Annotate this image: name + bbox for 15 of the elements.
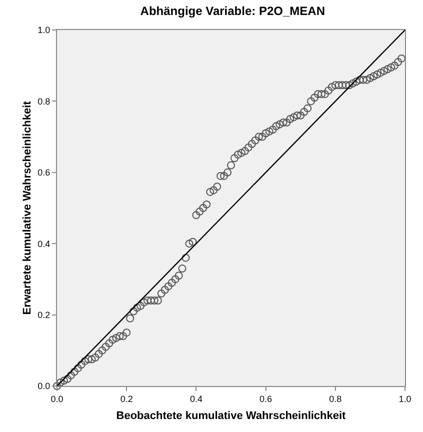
y-tick-label: 0.2 <box>38 310 50 320</box>
y-tick-label: 1.0 <box>38 25 50 36</box>
chart-title: Abhängige Variable: P2O_MEAN <box>140 4 326 18</box>
y-tick-label: 0.0 <box>38 381 50 392</box>
x-axis-title: Beobachtete kumulative Wahrscheinlichkeit <box>116 410 346 422</box>
x-tick-label: 0.6 <box>260 394 272 404</box>
x-tick-label: 0.0 <box>50 394 64 404</box>
y-tick-label: 0.6 <box>38 168 50 178</box>
x-tick-label: 0.2 <box>120 394 133 404</box>
y-tick-label: 0.4 <box>38 238 50 249</box>
y-axis-title: Erwartete kumulative Wahrscheinlichkeit <box>21 100 34 315</box>
y-tick-label: 0.8 <box>38 96 50 106</box>
x-tick-label: 0.8 <box>329 394 342 404</box>
x-tick-label: 1.0 <box>398 394 412 404</box>
x-tick-label: 0.4 <box>190 394 202 404</box>
